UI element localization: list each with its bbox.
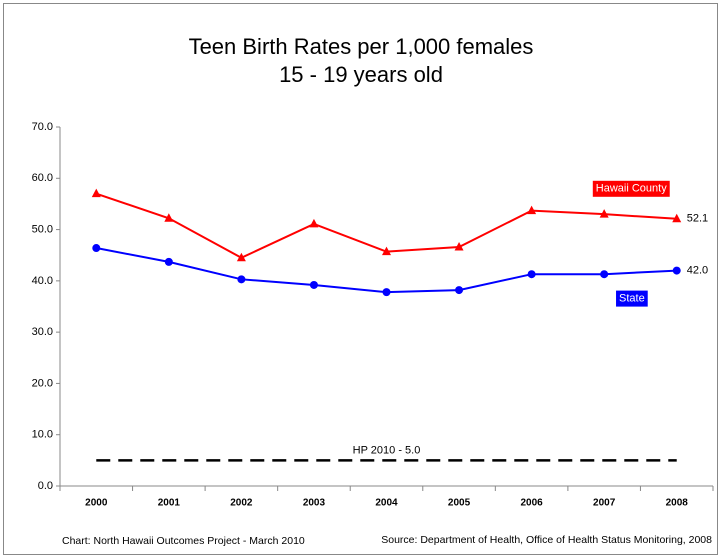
point bbox=[454, 242, 464, 251]
x-tick-label: 2003 bbox=[303, 498, 326, 509]
y-tick-label: 40.0 bbox=[32, 275, 53, 287]
point bbox=[309, 280, 318, 289]
x-tick-label: 2000 bbox=[85, 498, 108, 509]
point bbox=[382, 246, 391, 256]
y-tick-label: 20.0 bbox=[32, 377, 53, 389]
x-tick-label: 2005 bbox=[448, 498, 471, 509]
point bbox=[91, 188, 101, 198]
point bbox=[164, 257, 173, 266]
point bbox=[164, 213, 174, 222]
y-tick-label: 0.0 bbox=[38, 480, 53, 492]
data-label: 42.0 bbox=[687, 265, 708, 277]
point bbox=[455, 286, 464, 295]
y-tick-label: 30.0 bbox=[32, 326, 53, 338]
y-tick-label: 60.0 bbox=[32, 172, 53, 184]
point bbox=[527, 205, 537, 215]
chart-title: Teen Birth Rates per 1,000 females bbox=[189, 34, 534, 59]
y-tick-label: 10.0 bbox=[32, 429, 53, 441]
x-tick-label: 2002 bbox=[230, 498, 253, 509]
point bbox=[672, 266, 681, 275]
x-tick-label: 2004 bbox=[375, 498, 398, 509]
point bbox=[92, 244, 101, 253]
y-tick-label: 50.0 bbox=[32, 223, 53, 235]
chart-subtitle: 15 - 19 years old bbox=[279, 62, 443, 87]
x-tick-label: 2008 bbox=[666, 498, 689, 509]
point bbox=[599, 209, 609, 218]
legend-label: State bbox=[619, 293, 645, 305]
source-note: Source: Department of Health, Office of … bbox=[381, 534, 712, 546]
legend-label: Hawaii County bbox=[596, 183, 667, 195]
legend-box bbox=[592, 180, 670, 197]
x-tick-label: 2006 bbox=[520, 498, 543, 509]
point bbox=[382, 288, 391, 297]
point bbox=[600, 270, 609, 279]
point bbox=[236, 252, 246, 262]
point bbox=[672, 213, 682, 223]
x-tick-label: 2007 bbox=[593, 498, 616, 509]
reference-label: HP 2010 - 5.0 bbox=[353, 444, 421, 456]
point bbox=[527, 270, 536, 279]
point bbox=[237, 275, 246, 284]
legend-box bbox=[616, 290, 648, 307]
chart-border bbox=[3, 3, 718, 555]
point bbox=[309, 218, 319, 228]
y-tick-label: 70.0 bbox=[32, 121, 53, 133]
data-label: 52.1 bbox=[687, 213, 708, 225]
x-tick-label: 2001 bbox=[158, 498, 181, 509]
footnote: Chart: North Hawaii Outcomes Project - M… bbox=[62, 535, 305, 547]
